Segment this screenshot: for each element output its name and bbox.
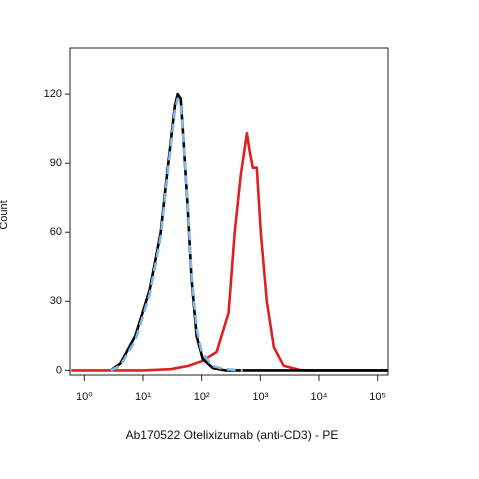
y-tick-label: 0 bbox=[56, 364, 62, 376]
x-axis-label: Ab170522 Otelixizumab (anti-CD3) - PE bbox=[126, 428, 339, 442]
x-tick-label: 10⁴ bbox=[311, 391, 328, 403]
x-tick-label: 10¹ bbox=[135, 391, 151, 403]
y-tick-label: 60 bbox=[50, 226, 62, 238]
x-tick-label: 10² bbox=[194, 391, 210, 403]
histogram-line bbox=[109, 92, 388, 372]
x-tick-label: 10⁵ bbox=[369, 391, 386, 403]
y-tick-label: 90 bbox=[50, 157, 62, 169]
histogram-line bbox=[71, 131, 388, 372]
y-tick-label: 30 bbox=[50, 295, 62, 307]
y-tick-label: 120 bbox=[44, 88, 62, 100]
x-tick-label: 10³ bbox=[252, 391, 268, 403]
plot-frame bbox=[69, 47, 389, 376]
x-tick-label: 10⁰ bbox=[76, 391, 93, 403]
histogram-line bbox=[110, 97, 243, 372]
y-axis-label: Count bbox=[0, 200, 10, 229]
